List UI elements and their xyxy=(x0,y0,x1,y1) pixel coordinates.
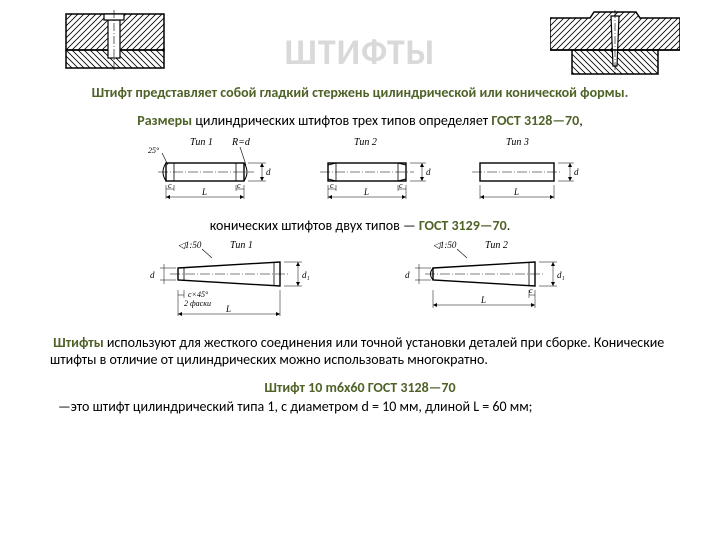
svg-text:c: c xyxy=(330,181,334,190)
gost-3129: ГОСТ 3129—70 xyxy=(419,217,507,234)
svg-text:c: c xyxy=(168,181,172,190)
section-pin-in-bore-cyl xyxy=(60,8,170,78)
svg-text:d: d xyxy=(150,270,155,280)
svg-text:Тип 1: Тип 1 xyxy=(230,240,253,251)
conic-pin-type1: Тип 1 ◁1:50 d d₁ c×45° xyxy=(140,238,325,324)
svg-text:L: L xyxy=(363,187,369,197)
cyl-pin-type1: Тип 1 R=d 25° c c xyxy=(132,135,282,211)
svg-text:d₁: d₁ xyxy=(557,270,565,280)
svg-text:d: d xyxy=(426,167,431,177)
svg-text:Тип 2: Тип 2 xyxy=(485,240,508,251)
svg-text:L: L xyxy=(225,304,231,314)
gost-3128: ГОСТ 3128—70 xyxy=(491,112,579,129)
cyl-pin-type3: Тип 3 L d xyxy=(458,135,588,211)
usage-text: Штифты используют для жесткого соединени… xyxy=(50,334,670,369)
cyl-pin-type2: Тип 2 c c L d xyxy=(300,135,440,211)
svg-text:c: c xyxy=(237,181,241,190)
svg-text:◁1:50: ◁1:50 xyxy=(433,240,457,250)
page-title: ШТИФТЫ xyxy=(170,30,550,74)
usage-bold: Штифты xyxy=(53,334,104,351)
svg-text:Тип 3: Тип 3 xyxy=(506,137,529,148)
sizes-line: Размеры цилиндрических штифтов трех типо… xyxy=(48,112,672,129)
example-desc: —это штифт цилиндрический типа 1, с диам… xyxy=(58,398,662,416)
svg-text:L: L xyxy=(480,295,486,305)
conic-pin-type2: Тип 2 ◁1:50 d d₁ c xyxy=(395,238,580,324)
svg-text:c: c xyxy=(399,181,403,190)
svg-text:c×45°: c×45° xyxy=(188,290,209,299)
svg-text:c: c xyxy=(529,286,533,295)
conic-line: конических штифтов двух типов — ГОСТ 312… xyxy=(48,217,672,234)
svg-text:Тип 2: Тип 2 xyxy=(354,137,377,148)
svg-text:d₁: d₁ xyxy=(302,270,310,280)
svg-text:d: d xyxy=(266,167,271,177)
section-pin-in-bore-conic xyxy=(550,8,660,78)
svg-text:25°: 25° xyxy=(148,146,160,155)
example-heading: Штифт 10 m6x60 ГОСТ 3128—70 xyxy=(48,379,672,396)
svg-text:L: L xyxy=(201,187,207,197)
conical-pins-row: Тип 1 ◁1:50 d d₁ c×45° xyxy=(48,238,672,324)
svg-text:d: d xyxy=(405,270,410,280)
sizes-prefix: Размеры xyxy=(137,112,192,129)
conic-text: конических штифтов двух типов — xyxy=(210,217,419,234)
svg-text:◁1:50: ◁1:50 xyxy=(178,240,202,250)
svg-text:d: d xyxy=(574,167,579,177)
svg-text:L: L xyxy=(513,187,519,197)
definition-text: Штифт представляет собой гладкий стержен… xyxy=(48,84,672,102)
usage-rest: используют для жесткого соединения или т… xyxy=(50,334,664,369)
cylindrical-pins-row: Тип 1 R=d 25° c c xyxy=(48,135,672,211)
sizes-text: цилиндрических штифтов трех типов опреде… xyxy=(192,112,491,129)
svg-text:Тип 1: Тип 1 xyxy=(190,137,213,148)
svg-text:R=d: R=d xyxy=(231,137,251,148)
svg-text:2 фаски: 2 фаски xyxy=(184,299,211,308)
